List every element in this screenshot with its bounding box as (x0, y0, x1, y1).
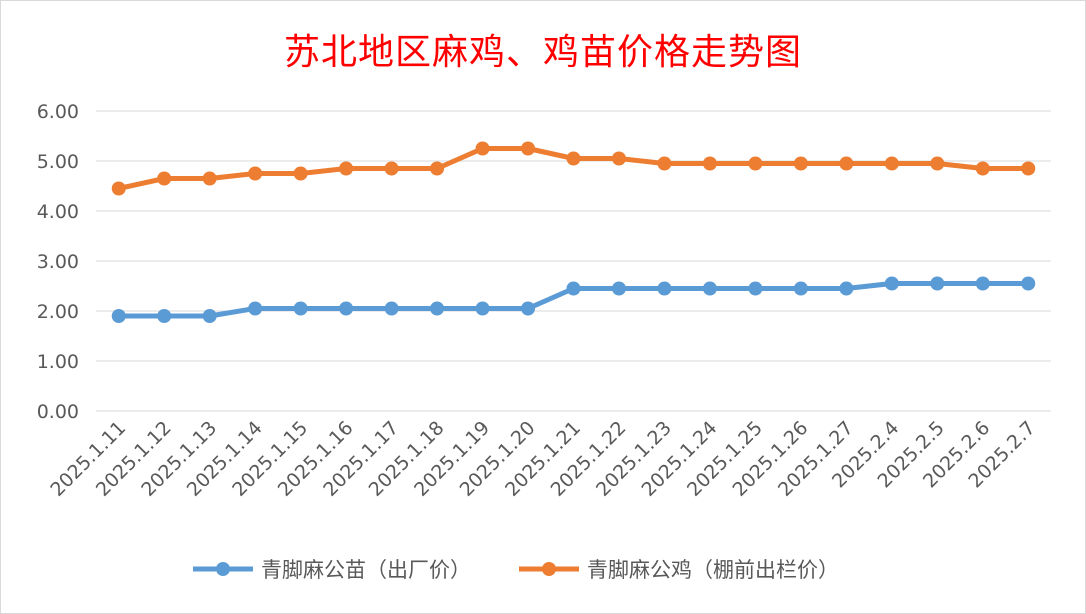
y-axis-ticks: 0.00 1.00 2.00 3.00 4.00 5.00 6.00 (37, 101, 79, 423)
series-2 (111, 141, 1036, 196)
data-point (702, 281, 717, 296)
data-point (430, 161, 445, 176)
data-point (1021, 276, 1036, 291)
data-point (248, 301, 263, 316)
data-point (748, 281, 763, 296)
data-point (611, 281, 626, 296)
series-1 (111, 276, 1036, 323)
legend-item: 青脚麻公鸡（棚前出栏价） (519, 558, 839, 582)
x-axis-ticks: 2025.1.112025.1.122025.1.132025.1.142025… (46, 417, 1039, 501)
data-point (293, 166, 308, 181)
data-point (657, 281, 672, 296)
data-point (566, 151, 581, 166)
data-point (475, 141, 490, 156)
data-point (702, 156, 717, 171)
data-point (748, 156, 763, 171)
data-point (657, 156, 672, 171)
data-point (248, 166, 263, 181)
y-tick-label: 1.00 (37, 351, 79, 373)
y-tick-label: 5.00 (37, 151, 79, 173)
y-tick-label: 3.00 (37, 251, 79, 273)
data-point (884, 156, 899, 171)
legend-swatch-marker (216, 562, 230, 576)
data-point (975, 276, 990, 291)
data-point (884, 276, 899, 291)
data-point (930, 276, 945, 291)
legend-item: 青脚麻公苗（出厂价） (193, 558, 471, 582)
data-point (566, 281, 581, 296)
data-point (521, 141, 536, 156)
data-point (111, 181, 126, 196)
chart-title: 苏北地区麻鸡、鸡苗价格走势图 (283, 32, 802, 73)
data-point (157, 309, 172, 323)
data-point (111, 309, 126, 323)
data-point (521, 301, 536, 316)
data-point (475, 301, 490, 316)
data-point (1021, 161, 1036, 176)
data-point (430, 301, 445, 316)
data-point (384, 301, 399, 316)
legend-label: 青脚麻公苗（出厂价） (261, 558, 471, 582)
data-point (793, 156, 808, 171)
data-point (384, 161, 399, 176)
data-point (157, 171, 172, 186)
y-tick-label: 0.00 (37, 401, 79, 423)
data-point (975, 161, 990, 176)
y-tick-label: 2.00 (37, 301, 79, 323)
data-point (339, 301, 354, 316)
legend: 青脚麻公苗（出厂价） 青脚麻公鸡（棚前出栏价） (193, 558, 839, 582)
data-point (339, 161, 354, 176)
data-point (793, 281, 808, 296)
data-point (293, 301, 308, 316)
legend-swatch-marker (542, 562, 556, 576)
data-point (202, 171, 217, 186)
data-point (839, 156, 854, 171)
series-lines (111, 141, 1036, 323)
data-point (611, 151, 626, 166)
y-tick-label: 6.00 (37, 101, 79, 123)
data-point (202, 309, 217, 323)
data-point (930, 156, 945, 171)
y-tick-label: 4.00 (37, 201, 79, 223)
data-point (839, 281, 854, 296)
legend-label: 青脚麻公鸡（棚前出栏价） (587, 558, 839, 582)
